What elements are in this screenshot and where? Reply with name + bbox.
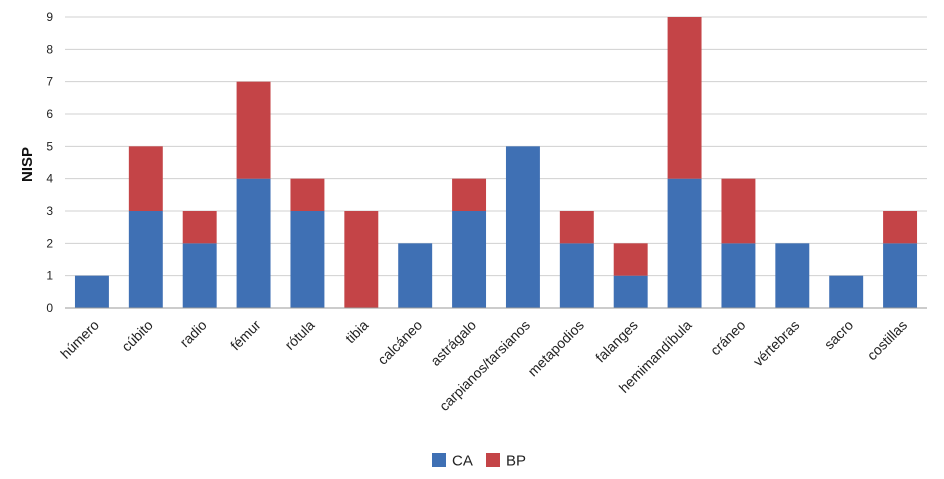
x-tick-label: costillas bbox=[864, 317, 911, 364]
x-tick-label: húmero bbox=[57, 317, 102, 362]
bar-bp-3 bbox=[236, 81, 271, 179]
bar-ca-6 bbox=[398, 243, 433, 308]
bar-ca-11 bbox=[667, 178, 702, 308]
bar-ca-8 bbox=[505, 146, 540, 308]
bar-ca-15 bbox=[883, 243, 918, 308]
legend: CA BP bbox=[432, 453, 526, 470]
y-tick-label: 5 bbox=[46, 139, 53, 153]
bar-ca-9 bbox=[559, 243, 594, 308]
bar-ca-10 bbox=[613, 275, 648, 308]
x-tick-label: rótula bbox=[281, 317, 317, 353]
y-tick-label: 8 bbox=[46, 42, 53, 56]
y-tick-label: 6 bbox=[46, 107, 53, 121]
bars bbox=[74, 17, 918, 308]
bar-bp-12 bbox=[721, 178, 756, 244]
bar-bp-4 bbox=[290, 178, 325, 211]
x-tick-label: astrágalo bbox=[427, 317, 479, 369]
x-tick-label: sacro bbox=[821, 317, 857, 353]
bar-bp-1 bbox=[128, 146, 163, 211]
y-tick-label: 2 bbox=[46, 236, 53, 250]
bar-bp-9 bbox=[559, 211, 594, 244]
x-tick-label: tibia bbox=[342, 317, 372, 347]
legend-swatch-ca bbox=[432, 453, 446, 467]
y-axis-title: NISP bbox=[19, 147, 36, 182]
bar-ca-0 bbox=[74, 275, 109, 308]
bar-bp-2 bbox=[182, 211, 217, 244]
bar-ca-1 bbox=[128, 211, 163, 308]
bar-bp-15 bbox=[883, 211, 918, 244]
x-tick-label: metapodios bbox=[524, 317, 587, 380]
bar-bp-5 bbox=[344, 211, 379, 308]
x-tick-label: vértebras bbox=[750, 317, 803, 370]
x-tick-label: falanges bbox=[592, 317, 641, 366]
x-tick-label: cráneo bbox=[707, 317, 749, 359]
bar-ca-12 bbox=[721, 243, 756, 308]
x-tick-label: calcáneo bbox=[374, 317, 425, 368]
x-tick-label: fémur bbox=[227, 317, 264, 354]
y-tick-label: 3 bbox=[46, 204, 53, 218]
bar-ca-14 bbox=[829, 275, 864, 308]
y-tick-label: 9 bbox=[46, 10, 53, 24]
y-axis-ticks: 0 1 2 3 4 5 6 7 8 9 bbox=[46, 10, 53, 315]
legend-swatch-bp bbox=[486, 453, 500, 467]
bar-bp-7 bbox=[452, 178, 487, 211]
bar-bp-10 bbox=[613, 243, 648, 276]
legend-label-ca: CA bbox=[452, 453, 473, 470]
x-tick-label: carpianos/tarsianos bbox=[436, 317, 533, 414]
x-axis-category-labels: húmero cúbito radio fémur rótula tibia calcáne… bbox=[57, 317, 910, 414]
bar-ca-2 bbox=[182, 243, 217, 308]
y-tick-label: 0 bbox=[46, 301, 53, 315]
bar-ca-7 bbox=[452, 211, 487, 308]
legend-label-bp: BP bbox=[506, 453, 526, 470]
bar-bp-11 bbox=[667, 17, 702, 179]
y-tick-label: 4 bbox=[46, 172, 53, 186]
bar-ca-13 bbox=[775, 243, 810, 308]
x-tick-label: radio bbox=[176, 317, 209, 350]
bar-ca-3 bbox=[236, 178, 271, 308]
bar-ca-4 bbox=[290, 211, 325, 308]
y-tick-label: 7 bbox=[46, 75, 53, 89]
y-tick-label: 1 bbox=[46, 269, 53, 283]
x-tick-label: cúbito bbox=[118, 317, 156, 355]
